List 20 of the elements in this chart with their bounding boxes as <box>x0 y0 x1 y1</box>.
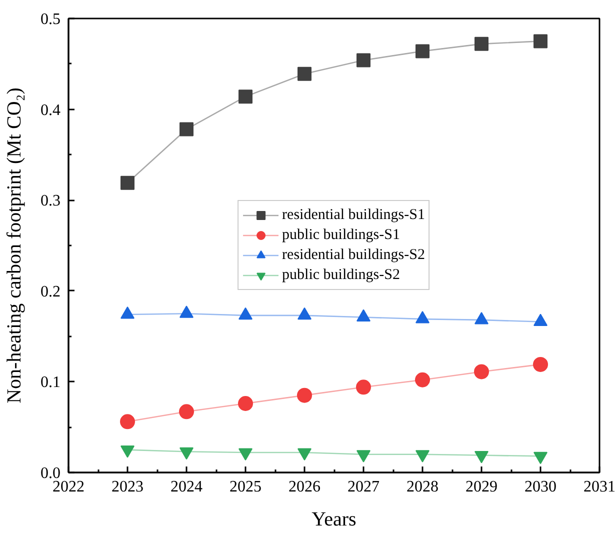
legend-label: residential buildings-S1 <box>282 206 425 224</box>
x-tick-label: 2030 <box>524 478 556 496</box>
y-tick-label: 0.5 <box>40 11 60 28</box>
y-tick-label: 0.2 <box>40 283 60 300</box>
x-tick-label: 2024 <box>170 478 202 496</box>
y-tick-label: 0.4 <box>40 102 60 119</box>
x-tick-label: 2031 <box>584 478 615 496</box>
y-tick-label: 0.1 <box>40 374 60 392</box>
x-tick-label: 2028 <box>406 478 438 496</box>
x-tick-label: 2025 <box>230 478 262 496</box>
legend-label: public buildings-S1 <box>282 226 400 244</box>
x-tick-label: 2023 <box>112 478 144 496</box>
x-tick-label: 2029 <box>466 478 498 496</box>
x-axis-title: Years <box>312 508 357 530</box>
x-tick-label: 2026 <box>288 478 320 496</box>
y-axis-title: Non-heating carbon footprint (Mt CO₂) <box>4 88 26 404</box>
y-tick-label: 0.3 <box>40 192 60 210</box>
legend-label: residential buildings-S2 <box>282 246 425 264</box>
legend-label: public buildings-S2 <box>282 266 400 284</box>
x-tick-label: 2027 <box>348 478 380 496</box>
